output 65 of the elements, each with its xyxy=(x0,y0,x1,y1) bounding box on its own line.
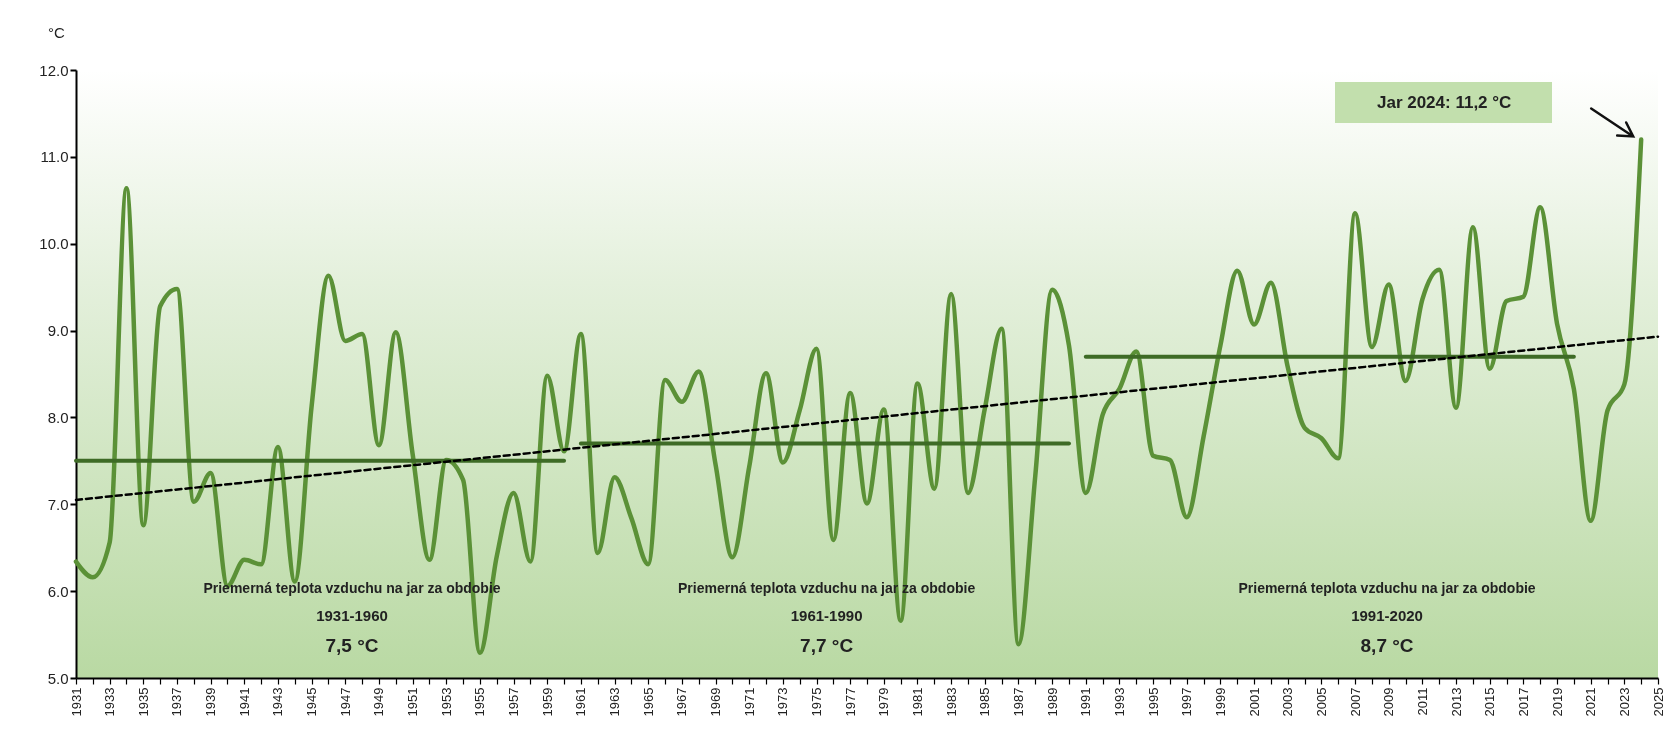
x-tick-label: 1951 xyxy=(405,687,421,717)
x-tick-label: 2019 xyxy=(1549,687,1565,717)
x-tick-label: 1977 xyxy=(842,687,858,717)
x-tick-label: 1987 xyxy=(1010,687,1026,717)
x-tick-label: 2007 xyxy=(1347,687,1363,717)
x-tick-label: 1961 xyxy=(573,687,589,717)
x-tick-label: 2001 xyxy=(1246,687,1262,717)
x-tick-label: 1995 xyxy=(1145,687,1161,717)
x-tick-label: 1993 xyxy=(1111,687,1127,717)
x-tick-label: 1985 xyxy=(977,687,993,717)
y-tick-label: 8.0 xyxy=(47,408,69,426)
x-tick-label: 1933 xyxy=(102,687,118,717)
y-tick-label: 10.0 xyxy=(39,235,69,253)
x-tick-label: 2013 xyxy=(1448,687,1464,717)
annotation: Priemerná teplota vzduchu na jar za obdobie xyxy=(1238,580,1536,597)
y-tick-label: 6.0 xyxy=(47,582,69,600)
x-tick-label: 1971 xyxy=(741,687,757,717)
x-tick-label: 1983 xyxy=(943,687,959,717)
x-tick-label: 1963 xyxy=(607,687,623,717)
x-tick-label: 2025 xyxy=(1650,687,1666,717)
x-tick-label: 1957 xyxy=(506,687,522,717)
x-tick-label: 1975 xyxy=(809,687,825,717)
y-axis-title: °C xyxy=(48,23,66,41)
y-tick-label: 9.0 xyxy=(47,322,69,340)
x-tick-label: 2017 xyxy=(1515,687,1531,717)
x-tick-label: 2009 xyxy=(1381,687,1397,717)
x-tick-label: 1955 xyxy=(472,687,488,717)
annotation: 7,7 °C xyxy=(800,634,854,656)
x-tick-label: 1949 xyxy=(371,687,387,717)
x-tick-label: 1935 xyxy=(135,687,151,717)
x-tick-label: 1953 xyxy=(438,687,454,717)
x-tick-label: 1941 xyxy=(236,687,252,717)
x-tick-label: 1931 xyxy=(68,687,84,717)
annotation: Jar 2024: 11,2 °C xyxy=(1376,93,1512,113)
x-tick-label: 2021 xyxy=(1583,687,1599,717)
x-tick-label: 1979 xyxy=(876,687,892,717)
x-tick-label: 1945 xyxy=(304,687,320,717)
annotation: 1961-1990 xyxy=(790,607,863,625)
x-tick-label: 1959 xyxy=(539,687,555,717)
x-tick-label: 1965 xyxy=(640,687,656,717)
x-tick-label: 1943 xyxy=(270,687,286,717)
x-tick-label: 1999 xyxy=(1212,687,1228,717)
x-tick-label: 2005 xyxy=(1313,687,1329,717)
x-tick-label: 1991 xyxy=(1078,687,1094,717)
x-tick-label: 1981 xyxy=(909,687,925,717)
x-tick-label: 1989 xyxy=(1044,687,1060,717)
x-tick-label: 1939 xyxy=(203,687,219,717)
annotation: 1991-2020 xyxy=(1351,607,1423,625)
x-tick-label: 1967 xyxy=(674,687,690,717)
y-tick-label: 7.0 xyxy=(47,495,69,513)
x-tick-label: 2023 xyxy=(1616,687,1632,717)
y-tick-label: 11.0 xyxy=(40,148,69,166)
x-tick-label: 1973 xyxy=(775,687,791,717)
y-tick-label: 12.0 xyxy=(39,61,69,79)
x-tick-label: 2011 xyxy=(1414,687,1430,716)
annotation: 7,5 °C xyxy=(325,634,379,656)
x-tick-label: 2015 xyxy=(1482,687,1498,717)
annotation: 1931-1960 xyxy=(316,607,388,625)
x-tick-label: 1937 xyxy=(169,687,185,717)
x-tick-label: 1947 xyxy=(337,687,353,717)
x-tick-label: 2003 xyxy=(1280,687,1296,717)
y-tick-label: 5.0 xyxy=(47,669,69,687)
annotation: 8,7 °C xyxy=(1360,634,1414,656)
x-tick-label: 1969 xyxy=(708,687,724,717)
x-tick-label: 1997 xyxy=(1179,687,1195,717)
